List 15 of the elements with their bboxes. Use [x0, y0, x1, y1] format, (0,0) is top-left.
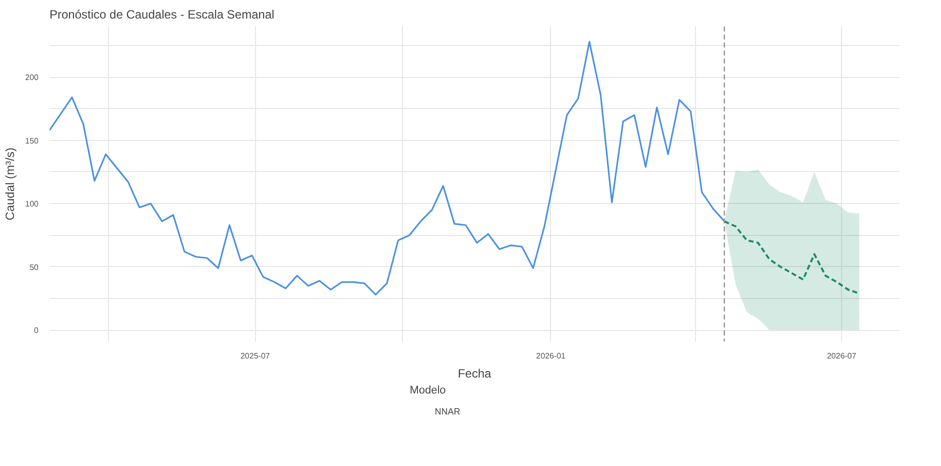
y-tick-label: 50 [30, 262, 40, 272]
chart-title: Pronóstico de Caudales - Escala Semanal [50, 8, 274, 22]
x-tick-label: 2026-07 [826, 352, 857, 360]
line-series [723, 220, 860, 294]
y-tick-label: 150 [25, 136, 40, 146]
y-tick-label: 0 [34, 326, 40, 336]
legend-title: Modelo [410, 384, 447, 396]
line-series [50, 40, 726, 296]
y-tick-label: 200 [25, 73, 40, 82]
text: NNAR [434, 406, 460, 416]
x-tick-label: 2025-07 [240, 352, 270, 360]
y-tick-label: 100 [25, 200, 40, 209]
x-axis-title: Fecha [458, 366, 492, 380]
y-axis-title: Caudal (m³/s) [3, 148, 18, 220]
x-tick-label: 2026-01 [536, 352, 566, 360]
